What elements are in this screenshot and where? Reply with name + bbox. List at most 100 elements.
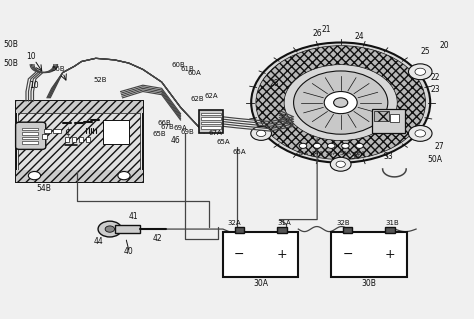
- Text: 56B: 56B: [51, 66, 65, 72]
- Text: 67A: 67A: [209, 130, 223, 136]
- Text: 56A: 56A: [339, 151, 351, 156]
- Text: 32B: 32B: [336, 220, 350, 226]
- Bar: [201, 117, 221, 120]
- Circle shape: [328, 143, 335, 148]
- Text: 23: 23: [430, 85, 440, 94]
- Circle shape: [28, 172, 41, 180]
- Bar: [235, 226, 244, 233]
- Text: 42: 42: [152, 234, 162, 243]
- Bar: [16, 101, 143, 182]
- Text: 65B: 65B: [153, 131, 166, 137]
- Text: 65A: 65A: [233, 149, 246, 155]
- Text: 61B: 61B: [181, 66, 194, 72]
- Circle shape: [415, 68, 426, 75]
- Text: 40: 40: [124, 247, 134, 256]
- Bar: [103, 120, 128, 144]
- Circle shape: [324, 92, 357, 114]
- Text: 27: 27: [435, 142, 445, 151]
- Text: 65A: 65A: [216, 139, 230, 145]
- Bar: [22, 137, 38, 139]
- Circle shape: [330, 157, 351, 171]
- Text: 33: 33: [383, 152, 392, 161]
- Bar: [16, 170, 143, 182]
- Bar: [22, 141, 38, 144]
- Circle shape: [342, 143, 349, 148]
- Text: 44: 44: [93, 237, 103, 246]
- Text: 54B: 54B: [36, 184, 51, 193]
- Circle shape: [415, 130, 426, 137]
- Circle shape: [251, 42, 430, 163]
- Text: 69A: 69A: [173, 125, 187, 131]
- Text: 52A: 52A: [297, 151, 309, 156]
- Circle shape: [409, 125, 432, 141]
- Text: 31B: 31B: [386, 220, 400, 226]
- Bar: [53, 130, 61, 133]
- Text: ¢: ¢: [64, 128, 71, 137]
- Bar: [42, 134, 47, 139]
- Text: 66B: 66B: [157, 120, 171, 126]
- Text: 21: 21: [322, 25, 331, 34]
- Bar: [44, 130, 51, 133]
- Text: 67B: 67B: [161, 124, 174, 130]
- Text: 62A: 62A: [204, 93, 218, 99]
- Bar: [390, 114, 400, 122]
- Bar: [18, 113, 140, 170]
- Circle shape: [256, 130, 266, 137]
- Bar: [200, 110, 223, 133]
- Text: 26: 26: [312, 28, 322, 38]
- Text: 10: 10: [26, 52, 36, 61]
- Circle shape: [118, 172, 130, 180]
- Bar: [374, 111, 389, 121]
- Bar: [331, 232, 407, 277]
- Text: 55A: 55A: [325, 151, 337, 156]
- Text: 63A: 63A: [354, 151, 365, 156]
- Bar: [72, 137, 76, 142]
- Circle shape: [293, 71, 388, 134]
- Bar: [201, 122, 221, 124]
- Text: 25: 25: [421, 48, 430, 56]
- Text: +: +: [385, 248, 395, 261]
- Text: 69B: 69B: [181, 129, 194, 135]
- Wedge shape: [256, 46, 426, 160]
- Text: 50B: 50B: [3, 59, 18, 68]
- Text: 41: 41: [128, 212, 138, 221]
- Bar: [343, 226, 353, 233]
- Text: 54A: 54A: [311, 151, 323, 156]
- Text: 24: 24: [355, 32, 365, 41]
- Bar: [16, 101, 143, 113]
- Bar: [86, 137, 90, 142]
- Text: 30B: 30B: [362, 279, 376, 288]
- Circle shape: [98, 221, 122, 237]
- Text: 50B: 50B: [3, 40, 18, 48]
- Circle shape: [105, 226, 115, 232]
- Text: 34: 34: [350, 152, 360, 161]
- Text: 22: 22: [430, 73, 440, 82]
- Text: 62B: 62B: [190, 96, 204, 102]
- Bar: [22, 132, 38, 135]
- Text: 52B: 52B: [94, 78, 107, 84]
- Bar: [201, 113, 221, 115]
- Circle shape: [313, 143, 321, 148]
- Bar: [385, 226, 395, 233]
- Text: 28: 28: [270, 79, 280, 88]
- Text: −: −: [343, 248, 353, 261]
- Circle shape: [251, 126, 272, 140]
- Bar: [65, 137, 69, 142]
- Text: 30A: 30A: [253, 279, 268, 288]
- Text: 20: 20: [439, 41, 449, 50]
- Circle shape: [299, 143, 307, 148]
- Bar: [277, 226, 286, 233]
- Text: +: +: [276, 248, 287, 261]
- Text: 50A: 50A: [428, 155, 442, 164]
- Bar: [79, 137, 83, 142]
- Text: 31A: 31A: [277, 220, 291, 226]
- Text: −: −: [234, 248, 245, 261]
- Circle shape: [409, 64, 432, 80]
- Bar: [115, 225, 140, 234]
- Circle shape: [356, 143, 363, 148]
- Text: 46: 46: [171, 136, 181, 145]
- Text: 10: 10: [29, 81, 38, 90]
- Circle shape: [334, 98, 348, 107]
- Text: 60A: 60A: [188, 70, 201, 76]
- Circle shape: [336, 161, 346, 167]
